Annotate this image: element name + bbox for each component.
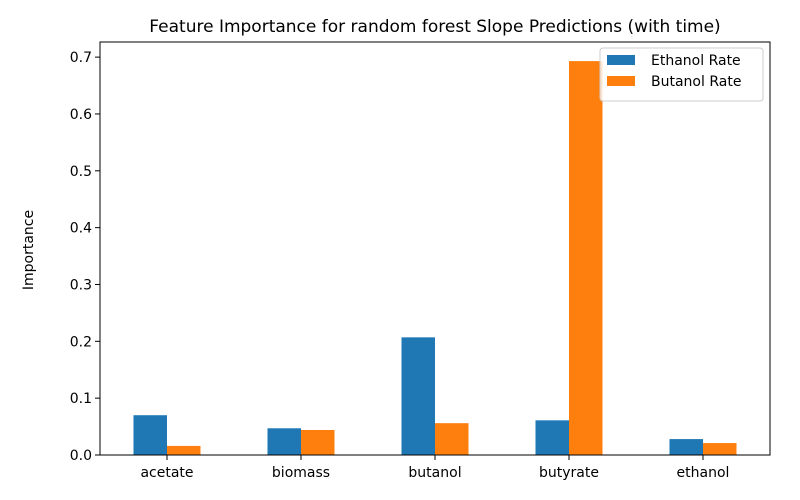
y-tick-label: 0.7 xyxy=(70,50,92,66)
legend-swatch-butanol-rate xyxy=(607,76,635,86)
bar-ethanol-rate-acetate xyxy=(133,415,167,455)
x-tick-label-butyrate: butyrate xyxy=(539,465,599,481)
bar-butanol-rate-biomass xyxy=(301,429,335,455)
legend-label-ethanol-rate: Ethanol Rate xyxy=(651,53,741,69)
bar-butanol-rate-ethanol xyxy=(703,443,737,455)
plot-area: 0.0 0.1 0.2 0.3 0.4 0.5 0.6 0.7 acetate biomass bu… xyxy=(70,41,771,481)
legend-swatch-ethanol-rate xyxy=(607,55,635,65)
chart-title: Feature Importance for random forest Slo… xyxy=(149,17,720,37)
y-tick-label: 0.0 xyxy=(70,448,92,464)
y-tick-label: 0.2 xyxy=(70,334,92,350)
y-tick-label: 0.4 xyxy=(70,221,92,237)
y-tick-label: 0.6 xyxy=(70,107,92,123)
bar-ethanol-rate-biomass xyxy=(267,428,301,455)
y-tick-label: 0.1 xyxy=(70,391,92,407)
y-tick-label: 0.3 xyxy=(70,277,92,293)
x-tick-label-ethanol: ethanol xyxy=(677,465,730,481)
bar-butanol-rate-butyrate xyxy=(569,61,603,455)
legend-box xyxy=(599,47,764,102)
y-tick-label: 0.5 xyxy=(70,164,92,180)
y-axis-label: Importance xyxy=(21,210,37,290)
bar-ethanol-rate-butyrate xyxy=(535,420,569,455)
x-tick-label-biomass: biomass xyxy=(272,465,330,481)
legend: Ethanol Rate Butanol Rate xyxy=(599,47,764,102)
legend-label-butanol-rate: Butanol Rate xyxy=(651,74,741,90)
bar-ethanol-rate-ethanol xyxy=(669,439,703,455)
bar-butanol-rate-butanol xyxy=(435,423,469,455)
x-tick-label-butanol: butanol xyxy=(408,465,461,481)
x-tick-label-acetate: acetate xyxy=(140,465,193,481)
bar-ethanol-rate-butanol xyxy=(401,337,435,455)
bar-butanol-rate-acetate xyxy=(167,445,201,455)
